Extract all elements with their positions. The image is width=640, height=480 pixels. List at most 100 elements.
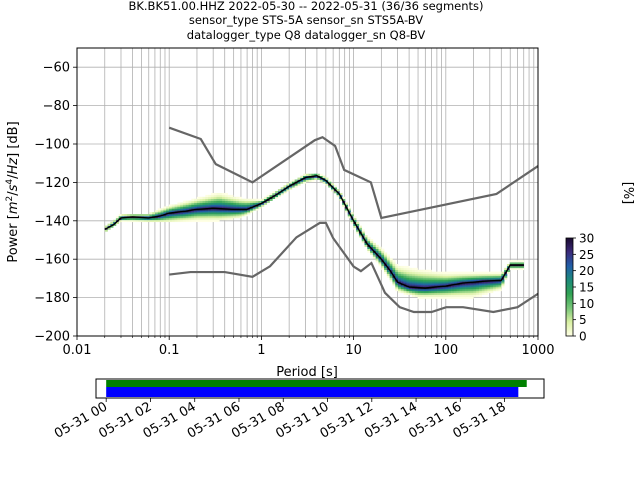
psd-cell (174, 219, 178, 223)
psd-cell (467, 292, 471, 296)
psd-cell (263, 202, 268, 205)
psd-cell (403, 290, 407, 294)
psd-cell (375, 256, 379, 259)
psd-cell (129, 214, 133, 217)
psd-cell (414, 294, 418, 297)
psd-cell (361, 231, 365, 234)
psd-cell (434, 283, 438, 286)
psd-cell (389, 267, 393, 271)
psd-cell (244, 206, 248, 209)
psd-cell (386, 275, 390, 278)
psd-cell (236, 216, 240, 219)
psd-cell (213, 204, 217, 207)
psd-cell (386, 254, 390, 257)
psd-cell (213, 208, 217, 211)
psd-cell (208, 214, 212, 217)
psd-cell (420, 275, 424, 278)
psd-cell (166, 217, 170, 221)
psd-cell (213, 219, 217, 223)
psd-cell (121, 219, 125, 223)
psd-cell (386, 271, 390, 274)
psd-cell (252, 200, 256, 203)
psd-cell (216, 212, 220, 215)
psd-cell (194, 206, 198, 209)
psd-cell (247, 200, 251, 203)
psd-cell (409, 288, 413, 292)
psd-cell (202, 219, 206, 223)
psd-cell (230, 200, 234, 203)
psd-cell (504, 275, 508, 278)
psd-cell (451, 275, 455, 278)
psd-cell (392, 271, 396, 274)
psd-cell (453, 279, 457, 282)
psd-cell (305, 173, 309, 176)
psd-cell (442, 279, 446, 282)
psd-cell (364, 242, 368, 246)
psd-cell (149, 214, 153, 217)
psd-cell (400, 269, 404, 272)
psd-cell (411, 290, 416, 294)
psd-cell (364, 239, 368, 242)
psd-cell (428, 279, 432, 282)
psd-cell (227, 198, 231, 201)
psd-cell (459, 281, 463, 284)
psd-cell (171, 204, 175, 207)
psd-cell (277, 189, 282, 192)
psd-cell (210, 202, 214, 205)
psd-cell (448, 296, 452, 299)
psd-cell (395, 287, 399, 290)
psd-cell (115, 221, 120, 224)
psd-cell (230, 216, 234, 219)
psd-cell (375, 248, 379, 251)
mode-curve (104, 174, 524, 289)
psd-cell (462, 287, 466, 290)
psd-cell (233, 212, 237, 215)
psd-cell (244, 214, 248, 217)
psd-cell (425, 285, 430, 288)
psd-cell (431, 288, 435, 292)
psd-cell (216, 194, 220, 198)
psd-cell (442, 290, 446, 294)
psd-cell (250, 204, 254, 207)
psd-cell (484, 283, 488, 286)
psd-cell (386, 265, 390, 269)
psd-cell (403, 267, 407, 271)
psd-cell (392, 277, 396, 280)
psd-cell (275, 196, 279, 200)
psd-cell (213, 200, 217, 203)
psd-cell (428, 269, 432, 272)
psd-cell (498, 277, 502, 280)
psd-cell (336, 192, 340, 196)
psd-cell (453, 275, 457, 278)
psd-cell (431, 292, 435, 296)
psd-cell (409, 267, 413, 271)
psd-cell (224, 212, 228, 215)
psd-cell (202, 214, 206, 217)
psd-cell (263, 198, 268, 201)
psd-cell (378, 246, 382, 249)
psd-cell (347, 208, 351, 211)
psd-cell (439, 281, 444, 284)
psd-cell (484, 273, 488, 276)
psd-cell (361, 239, 365, 242)
psd-cell (224, 194, 228, 198)
psd-cell (375, 260, 379, 263)
psd-cell (160, 217, 164, 221)
psd-cell (409, 287, 413, 290)
psd-cell (398, 275, 402, 278)
psd-cell (439, 296, 444, 299)
psd-cell (205, 219, 209, 223)
colorbar-tick-label: 15 (579, 281, 594, 295)
psd-cell (199, 206, 203, 209)
psd-cell (411, 294, 416, 297)
psd-cell (286, 189, 290, 192)
psd-cell (146, 217, 150, 221)
psd-cell (414, 285, 418, 288)
psd-cell (414, 273, 418, 276)
psd-cell (152, 219, 156, 223)
psd-cell (185, 219, 189, 223)
psd-cell (406, 275, 410, 278)
psd-cell (439, 275, 444, 278)
psd-cell (431, 285, 435, 288)
psd-cell (210, 200, 214, 203)
